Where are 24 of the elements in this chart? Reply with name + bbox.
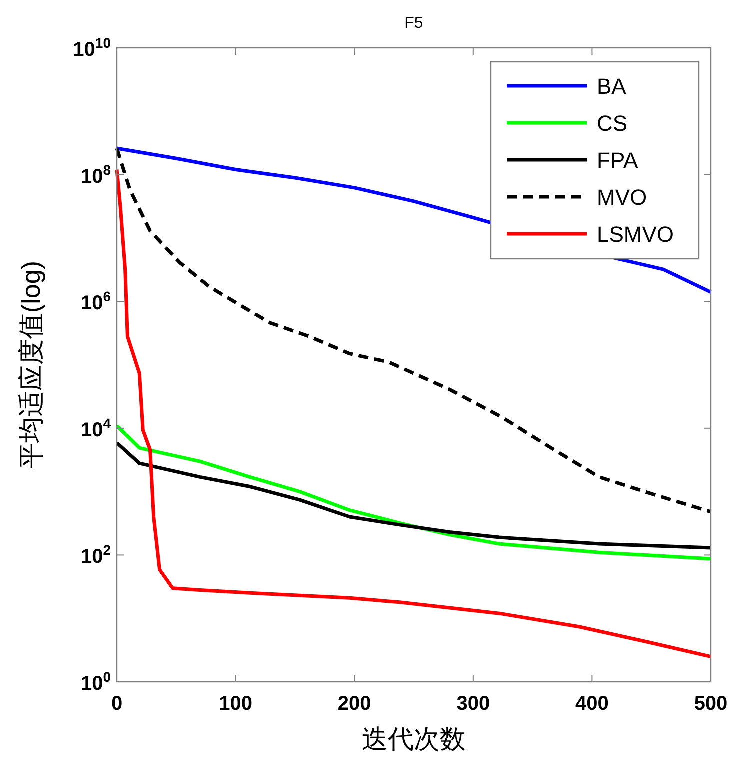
- line-series: [115, 424, 713, 561]
- x-tick-label: 200: [338, 693, 372, 715]
- legend-label: LSMVO: [597, 222, 674, 247]
- legend-label: FPA: [597, 148, 638, 173]
- x-tick-label: 500: [694, 693, 728, 715]
- y-tick-label: 10$^{6}$: [80, 288, 112, 315]
- y-tick-label: 10$^{0}$: [80, 669, 112, 695]
- legend-label: BA: [597, 74, 627, 99]
- y-tick-label: 10$^{10}$: [73, 35, 112, 61]
- y-tick-label: 10$^{8}$: [80, 162, 112, 188]
- x-tick-label: 100: [219, 693, 252, 715]
- x-tick-label: 300: [456, 693, 490, 715]
- chart-title: F5: [404, 15, 424, 32]
- line-series: [115, 168, 713, 659]
- x-axis-title: 迭代次数: [362, 724, 466, 754]
- line-series: [115, 441, 713, 550]
- line-series: [115, 146, 713, 514]
- x-tick-label: 0: [111, 693, 123, 715]
- x-tick-label: 400: [576, 693, 609, 715]
- legend-label: CS: [597, 111, 628, 136]
- y-tick-label: 10$^{4}$: [80, 415, 112, 442]
- legend-label: MVO: [597, 185, 648, 210]
- y-axis-title: 平均适应度值(log): [16, 260, 46, 470]
- y-tick-label: 10$^{2}$: [80, 542, 112, 568]
